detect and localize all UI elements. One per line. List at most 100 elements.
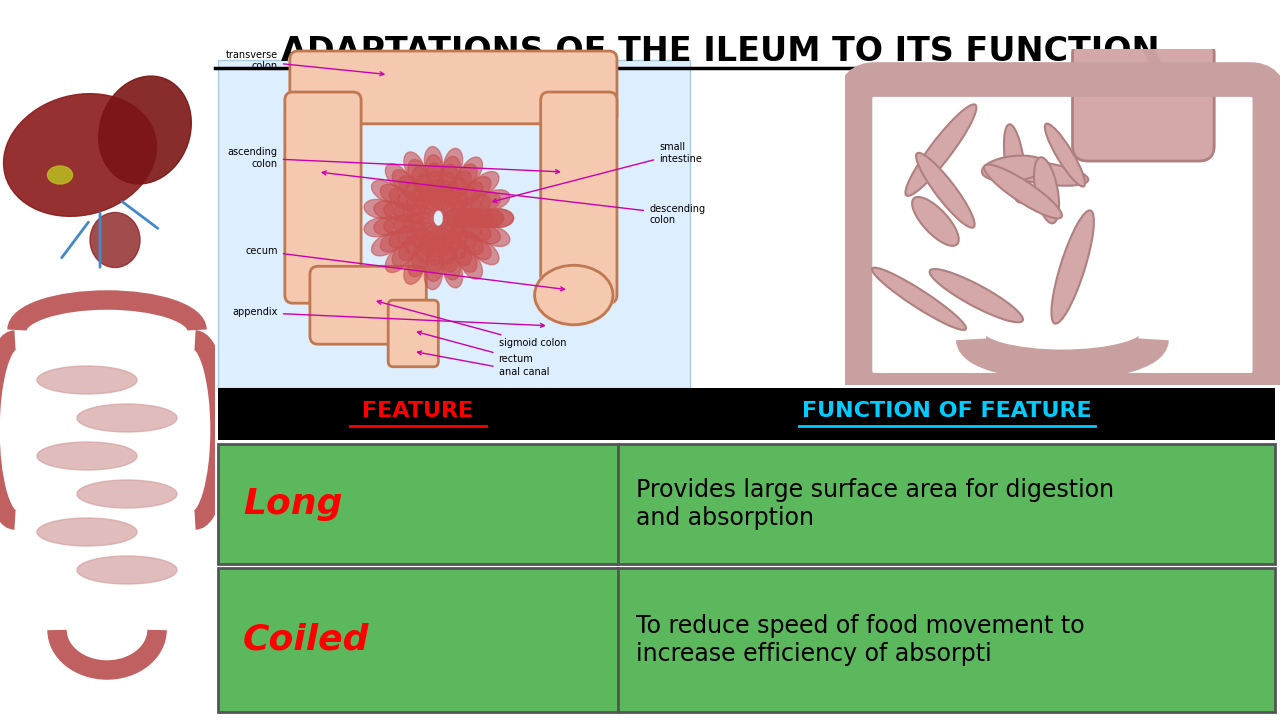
Ellipse shape xyxy=(426,235,445,265)
Ellipse shape xyxy=(471,192,500,212)
Ellipse shape xyxy=(398,192,426,214)
Ellipse shape xyxy=(484,209,513,228)
Ellipse shape xyxy=(449,186,475,210)
Ellipse shape xyxy=(403,212,434,231)
Bar xyxy=(618,388,1275,440)
Ellipse shape xyxy=(434,180,453,210)
Ellipse shape xyxy=(77,480,177,508)
Ellipse shape xyxy=(462,221,490,241)
Text: rectum: rectum xyxy=(417,331,534,364)
Ellipse shape xyxy=(380,184,408,206)
Ellipse shape xyxy=(426,163,444,194)
Ellipse shape xyxy=(443,209,474,228)
Ellipse shape xyxy=(457,230,483,255)
Ellipse shape xyxy=(47,166,73,184)
Ellipse shape xyxy=(444,178,466,205)
Ellipse shape xyxy=(442,220,467,245)
Ellipse shape xyxy=(454,164,477,192)
Ellipse shape xyxy=(371,180,399,202)
Bar xyxy=(218,388,618,440)
Ellipse shape xyxy=(474,209,503,228)
FancyBboxPatch shape xyxy=(285,92,361,303)
Ellipse shape xyxy=(37,366,137,394)
Ellipse shape xyxy=(77,404,177,432)
Ellipse shape xyxy=(443,216,472,236)
Ellipse shape xyxy=(77,556,177,584)
Ellipse shape xyxy=(385,163,410,189)
Ellipse shape xyxy=(472,240,499,265)
Ellipse shape xyxy=(474,209,503,228)
Ellipse shape xyxy=(457,181,483,205)
Ellipse shape xyxy=(426,243,444,274)
FancyBboxPatch shape xyxy=(1073,39,1215,161)
Bar xyxy=(218,568,618,712)
Ellipse shape xyxy=(1004,125,1025,202)
Ellipse shape xyxy=(371,234,399,256)
Text: cecum: cecum xyxy=(246,246,564,291)
Text: sigmoid colon: sigmoid colon xyxy=(378,300,566,348)
Ellipse shape xyxy=(439,242,458,272)
Ellipse shape xyxy=(389,188,417,210)
Ellipse shape xyxy=(462,195,490,215)
Text: small
intestine: small intestine xyxy=(493,142,701,202)
Ellipse shape xyxy=(913,197,959,246)
Ellipse shape xyxy=(404,152,425,181)
Ellipse shape xyxy=(453,209,484,228)
Ellipse shape xyxy=(436,234,456,264)
Ellipse shape xyxy=(438,184,461,212)
Bar xyxy=(218,444,618,564)
Text: FUNCTION OF FEATURE: FUNCTION OF FEATURE xyxy=(801,401,1092,421)
Ellipse shape xyxy=(408,248,429,276)
Text: descending
colon: descending colon xyxy=(323,171,705,225)
Ellipse shape xyxy=(449,225,475,250)
Text: Long: Long xyxy=(243,487,343,521)
Ellipse shape xyxy=(384,202,413,221)
Ellipse shape xyxy=(997,161,1088,186)
Ellipse shape xyxy=(443,209,474,228)
FancyBboxPatch shape xyxy=(540,92,617,303)
FancyBboxPatch shape xyxy=(388,300,438,366)
Ellipse shape xyxy=(442,156,461,186)
Ellipse shape xyxy=(444,231,466,258)
Ellipse shape xyxy=(412,188,436,214)
Ellipse shape xyxy=(416,233,436,262)
Ellipse shape xyxy=(982,156,1046,181)
Ellipse shape xyxy=(872,268,966,330)
Ellipse shape xyxy=(412,240,433,269)
Ellipse shape xyxy=(481,190,509,210)
Ellipse shape xyxy=(428,179,445,210)
Ellipse shape xyxy=(434,226,453,256)
Ellipse shape xyxy=(420,182,440,211)
Ellipse shape xyxy=(394,204,424,222)
Ellipse shape xyxy=(439,164,458,194)
Ellipse shape xyxy=(452,198,481,218)
Text: transverse
colon: transverse colon xyxy=(225,50,384,76)
Text: appendix: appendix xyxy=(233,307,544,328)
Ellipse shape xyxy=(449,238,471,266)
Ellipse shape xyxy=(465,235,492,260)
Ellipse shape xyxy=(403,204,434,224)
Bar xyxy=(218,60,690,388)
Ellipse shape xyxy=(481,226,509,246)
Ellipse shape xyxy=(460,157,483,185)
Ellipse shape xyxy=(472,171,499,195)
Ellipse shape xyxy=(453,209,484,228)
Ellipse shape xyxy=(460,251,483,279)
Ellipse shape xyxy=(449,171,471,199)
Ellipse shape xyxy=(364,199,394,218)
Ellipse shape xyxy=(404,255,425,284)
Ellipse shape xyxy=(984,165,1062,218)
Ellipse shape xyxy=(442,192,467,215)
Ellipse shape xyxy=(389,226,417,248)
Ellipse shape xyxy=(399,176,424,202)
Ellipse shape xyxy=(420,225,440,254)
Ellipse shape xyxy=(444,148,462,179)
Ellipse shape xyxy=(412,167,433,196)
Ellipse shape xyxy=(438,224,461,252)
Ellipse shape xyxy=(37,442,137,470)
Ellipse shape xyxy=(398,222,426,244)
Ellipse shape xyxy=(454,245,477,272)
Ellipse shape xyxy=(364,218,394,237)
Ellipse shape xyxy=(1044,124,1085,186)
Ellipse shape xyxy=(484,209,513,228)
